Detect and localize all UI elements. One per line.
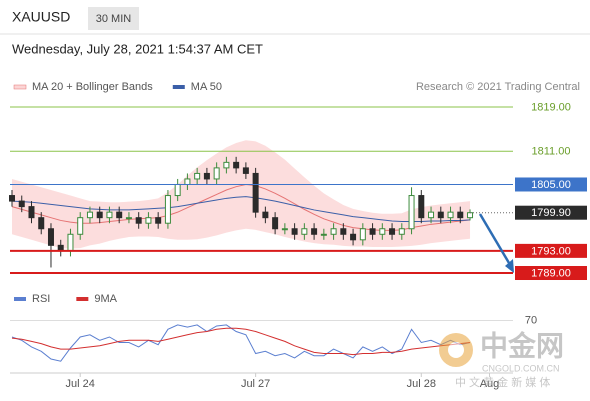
candle-body <box>96 211 103 219</box>
candle-body <box>457 211 464 219</box>
x-tick-label: Jul 24 <box>66 378 95 390</box>
candle-body <box>398 228 405 235</box>
candle-body <box>86 211 93 219</box>
subtitle: Wednesday, July 28, 2021 1:54:37 AM CET <box>12 41 263 56</box>
candle-body <box>320 233 327 236</box>
candle-body <box>408 195 415 230</box>
level-label: 1819.00 <box>531 101 571 113</box>
watermark-domain: CNGOLD.COM.CN <box>482 363 560 373</box>
candle-body <box>106 211 113 219</box>
rsi-line <box>11 327 471 356</box>
candle-body <box>242 167 249 174</box>
timeframe: 30 MIN <box>96 13 132 25</box>
legend-swatch <box>14 297 26 301</box>
candle-body <box>174 183 181 197</box>
level-label-bg <box>515 205 587 220</box>
candle-body <box>252 172 259 213</box>
candle-body <box>418 195 425 219</box>
bollinger-band <box>12 140 471 249</box>
level-label-bg <box>515 266 587 281</box>
ma-line <box>11 196 471 223</box>
candle-body <box>301 228 308 235</box>
candle-body <box>233 161 240 169</box>
candle-body <box>272 217 279 230</box>
candle-body <box>379 228 386 235</box>
candle-body <box>38 217 45 230</box>
x-tick-label: Jul 27 <box>241 378 270 390</box>
x-tick-label: Aug <box>480 378 500 390</box>
candle-body <box>428 211 435 219</box>
candle-body <box>369 228 376 235</box>
symbol: XAUUSD <box>12 9 70 25</box>
candle-body <box>340 228 347 235</box>
level-label: 1789.00 <box>531 267 571 279</box>
forecast-arrowhead <box>505 259 514 273</box>
candle-body <box>330 228 337 235</box>
candle-body <box>145 217 152 224</box>
level-label: 1793.00 <box>531 245 571 257</box>
legend-swatch <box>76 297 89 301</box>
level-label-bg <box>515 100 587 115</box>
candle-body <box>155 217 162 224</box>
candle-body <box>437 211 444 219</box>
candle-body <box>311 228 318 235</box>
candle-body <box>135 217 142 224</box>
candle-body <box>9 195 15 202</box>
rsi-tick-label: 70 <box>525 314 537 326</box>
candle-body <box>350 233 357 241</box>
candle-body <box>291 228 298 235</box>
level-label-bg <box>515 177 587 192</box>
candle-body <box>262 211 269 219</box>
source: Research © 2021 Trading Central <box>416 81 580 93</box>
rsi-line <box>11 324 471 362</box>
plot: MA 20 + Bollinger Bands MA 50 RSI 9MA 1819.0… <box>9 81 587 390</box>
watermark-name: 中金网 <box>480 329 564 361</box>
forecast-arrow <box>478 213 511 264</box>
candle-body <box>203 172 210 180</box>
legend-label: MA 50 <box>191 81 222 93</box>
candle-body <box>281 228 288 231</box>
candle-body <box>223 161 230 169</box>
candle-body <box>67 233 74 252</box>
candle-body <box>467 212 474 219</box>
candle-body <box>447 211 454 219</box>
level-label-bg <box>515 144 587 159</box>
level-label-bg <box>515 243 587 258</box>
candle-body <box>77 217 84 235</box>
candle-body <box>184 178 191 185</box>
candle-body <box>164 195 171 224</box>
level-label: 1811.00 <box>532 146 571 158</box>
candle-body <box>28 206 35 219</box>
candle-body <box>194 172 201 180</box>
legend-label: RSI <box>32 293 50 305</box>
level-label: 1799.90 <box>531 207 571 219</box>
legend-swatch <box>172 85 185 89</box>
level-label: 1805.00 <box>531 179 571 191</box>
watermark: 中金网 CNGOLD.COM.CN 中 文 黄 金 新 媒 体 <box>439 329 564 389</box>
timeframe-badge <box>88 7 139 30</box>
legend-label: MA 20 + Bollinger Bands <box>32 81 153 93</box>
candle-body <box>359 228 366 241</box>
x-tick-label: Jul 28 <box>407 378 436 390</box>
candle-body <box>389 228 396 235</box>
candle-body <box>125 217 132 220</box>
candle-body <box>213 167 220 180</box>
legend-swatch <box>13 84 27 90</box>
candle-body <box>18 200 25 208</box>
watermark-logo-inner <box>448 342 464 358</box>
candle-body <box>47 228 54 246</box>
candle-body <box>116 211 123 219</box>
legend-label: 9MA <box>94 293 117 305</box>
watermark-slogan: 中 文 黄 金 新 媒 体 <box>455 375 550 389</box>
